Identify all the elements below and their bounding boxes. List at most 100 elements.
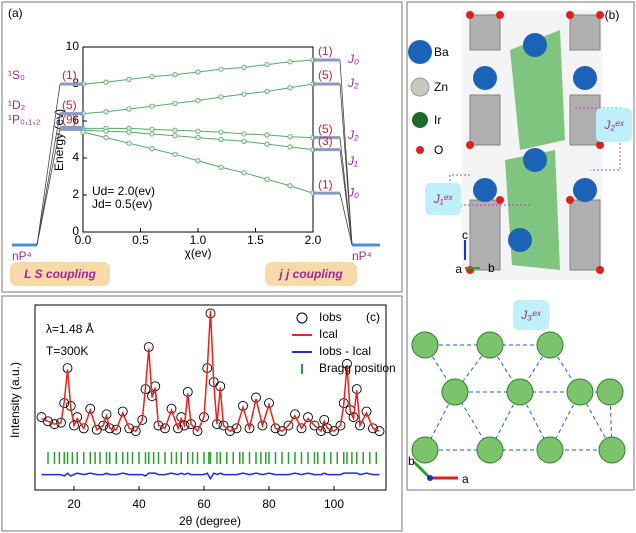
degeneracy: (1) — [62, 68, 77, 82]
panel-label: (b) — [605, 8, 620, 22]
legend-zn — [411, 78, 429, 96]
series-point — [127, 77, 131, 81]
axis-label: b — [488, 261, 495, 275]
series-point — [173, 134, 177, 138]
series-point — [288, 60, 292, 64]
x-tick-label: 1.0 — [190, 233, 207, 247]
level-label: ¹P₀,₁,₂ — [8, 113, 41, 127]
y-tick-label: 2 — [72, 187, 79, 201]
exchange-label: J₂ᵉˣ — [603, 118, 624, 132]
x-tick-label: 2.0 — [305, 233, 322, 247]
series-point — [196, 98, 200, 102]
octahedron — [570, 15, 600, 50]
axis-label: b — [408, 454, 415, 468]
annotation: Ud= 2.0(ev) — [92, 184, 155, 198]
level-label: ¹S₀ — [8, 68, 25, 82]
level-label: J₁ — [347, 154, 358, 168]
series-point — [196, 70, 200, 74]
series-point — [265, 177, 269, 181]
series-point — [288, 145, 292, 149]
ground-label: nP⁴ — [12, 249, 32, 263]
legend-label: Iobs — [319, 310, 342, 324]
degeneracy: (3) — [318, 134, 333, 148]
degeneracy: (1) — [318, 44, 333, 58]
series-point — [150, 127, 154, 131]
series-point — [219, 95, 223, 99]
octahedron — [470, 95, 500, 145]
level-label: J₀ — [347, 185, 359, 199]
obs-point — [291, 410, 300, 419]
y-tick-label: 0 — [72, 224, 79, 238]
x-tick-label: 1.5 — [247, 233, 264, 247]
legend-ba — [408, 40, 432, 64]
series-point — [104, 129, 108, 133]
axis-b — [414, 462, 430, 478]
series-point — [219, 165, 223, 169]
y-tick-label: 10 — [66, 39, 80, 53]
level-label: ¹D₂ — [8, 98, 26, 112]
series-point — [219, 137, 223, 141]
legend-label: Bragg position — [319, 361, 396, 375]
level-label: J₀ — [347, 52, 359, 66]
series-point — [219, 130, 223, 134]
series-point — [173, 101, 177, 105]
series-point — [242, 132, 246, 136]
legend-label: O — [434, 143, 443, 157]
x-tick-label: 80 — [262, 497, 276, 511]
scheme-label: L S coupling — [24, 267, 96, 281]
series-point — [150, 147, 154, 151]
series-point — [265, 62, 269, 66]
legend-label: Ir — [434, 113, 441, 127]
series-point — [288, 135, 292, 139]
series-point — [219, 67, 223, 71]
panel-label: (a) — [8, 6, 23, 20]
series-point — [104, 110, 108, 114]
legend-o — [416, 146, 424, 154]
panel-label: (c) — [366, 310, 380, 324]
annotation: λ=1.48 Å — [46, 321, 94, 336]
level-label: J₂ — [347, 76, 359, 90]
x-axis-title: χ(ev) — [185, 246, 212, 260]
series-point — [104, 80, 108, 84]
series-point — [173, 152, 177, 156]
level-label: J₂ — [347, 128, 359, 142]
y-axis-title: Intensity (a.u.) — [8, 362, 22, 438]
connector — [37, 114, 60, 245]
series-point — [150, 132, 154, 136]
axis-label: a — [462, 472, 469, 486]
series-point — [127, 107, 131, 111]
degeneracy: (5) — [62, 98, 77, 112]
series-point — [173, 73, 177, 77]
exchange-label: J₃ᵉˣ — [520, 308, 541, 322]
series-point — [265, 133, 269, 137]
degeneracy: (1) — [318, 177, 333, 191]
octahedron — [470, 200, 500, 270]
axis-label: a — [455, 262, 462, 276]
series-point — [173, 128, 177, 132]
series-line — [42, 473, 380, 479]
series-point — [265, 89, 269, 93]
series-point — [242, 65, 246, 69]
x-tick-label: 20 — [67, 497, 81, 511]
series-point — [265, 142, 269, 146]
legend-label: Iobs - Ical — [319, 344, 371, 358]
series-point — [127, 141, 131, 145]
octahedron — [570, 200, 600, 270]
ground-label: nP⁴ — [352, 249, 372, 263]
octahedron — [470, 15, 500, 50]
legend-marker — [297, 313, 307, 323]
x-tick-label: 60 — [197, 497, 211, 511]
obs-point — [304, 413, 313, 422]
axis-origin — [427, 475, 433, 481]
annotation: Jd= 0.5(ev) — [92, 197, 152, 211]
series-point — [242, 139, 246, 143]
series-point — [196, 135, 200, 139]
series-point — [150, 74, 154, 78]
connector — [37, 128, 60, 245]
series-point — [196, 159, 200, 163]
axis-label: c — [462, 228, 468, 242]
x-tick-label: 40 — [132, 497, 146, 511]
series-point — [196, 129, 200, 133]
legend-label: Ba — [434, 45, 449, 59]
series-point — [288, 184, 292, 188]
